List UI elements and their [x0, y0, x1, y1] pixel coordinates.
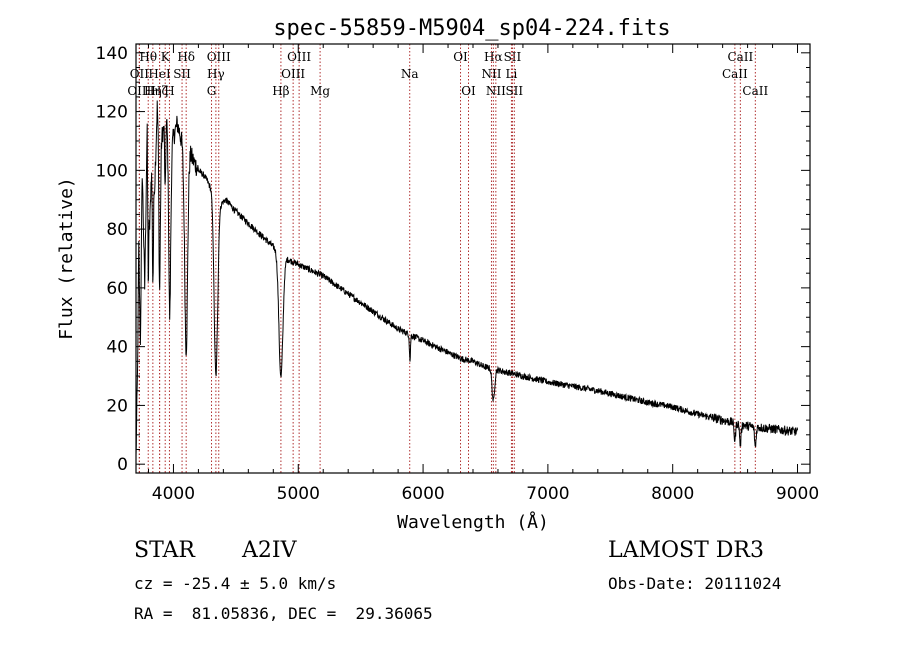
- line-marker-label: Hθ: [139, 50, 157, 64]
- line-marker-label: Mg: [310, 84, 330, 98]
- line-marker-label: Hβ: [272, 84, 289, 98]
- x-tick-label: 9000: [776, 484, 819, 504]
- y-tick-label: 120: [96, 103, 128, 123]
- y-tick-label: 0: [117, 455, 128, 475]
- obs-date: Obs-Date: 20111024: [608, 574, 782, 593]
- plot-frame: [135, 43, 811, 474]
- line-marker-label: SII: [504, 50, 522, 64]
- redshift-readout: cz = -25.4 ± 5.0 km/s: [134, 574, 337, 593]
- line-marker-label: OI: [461, 84, 476, 98]
- y-tick-label: 100: [96, 161, 128, 181]
- line-marker-label: CaII: [727, 50, 753, 64]
- line-marker-label: NII: [481, 67, 501, 81]
- line-marker-label: Hγ: [207, 67, 225, 81]
- line-marker-label: Hη: [144, 84, 162, 98]
- line-marker-label: Hδ: [177, 50, 195, 64]
- line-marker-label: H: [164, 84, 174, 98]
- line-marker-label: OIII: [287, 50, 311, 64]
- x-tick-label: 6000: [401, 484, 444, 504]
- spectrum-line: [135, 100, 798, 456]
- line-marker-label: OII: [130, 67, 150, 81]
- line-marker-label: G: [207, 84, 217, 98]
- object-class: STAR: [134, 538, 195, 563]
- y-tick-label: 40: [106, 338, 128, 358]
- x-tick-label: 4000: [152, 484, 195, 504]
- y-tick-label: 20: [106, 396, 128, 416]
- line-marker-label: K: [161, 50, 171, 64]
- line-marker-label: Na: [401, 67, 419, 81]
- line-marker-label: HeI: [148, 67, 171, 81]
- line-marker-label: OIII: [281, 67, 305, 81]
- line-marker-label: CaII: [722, 67, 748, 81]
- line-marker-label: OIII: [127, 84, 151, 98]
- coordinates: RA = 81.05836, DEC = 29.36065: [134, 604, 433, 623]
- chart-title: spec-55859-M5904_sp04-224.fits: [273, 16, 670, 41]
- x-tick-label: 7000: [526, 484, 569, 504]
- line-marker-label: OI: [453, 50, 468, 64]
- x-axis-label: Wavelength (Å): [397, 511, 549, 533]
- y-tick-label: 60: [106, 279, 128, 299]
- y-tick-label: 140: [96, 44, 128, 64]
- object-subclass: A2IV: [242, 538, 297, 563]
- x-tick-label: 8000: [651, 484, 694, 504]
- line-marker-label: Hα: [484, 50, 503, 64]
- y-axis-label: Flux (relative): [56, 177, 77, 340]
- line-marker-label: CaII: [742, 84, 768, 98]
- line-marker-label: SII: [173, 67, 191, 81]
- x-tick-label: 5000: [277, 484, 320, 504]
- y-tick-label: 80: [106, 220, 128, 240]
- line-marker-label: Li: [506, 67, 518, 81]
- line-marker-label: SII: [505, 84, 523, 98]
- line-marker-label: OIII: [207, 50, 231, 64]
- line-marker-label: NII: [486, 84, 506, 98]
- survey-name: LAMOST DR3: [608, 538, 764, 563]
